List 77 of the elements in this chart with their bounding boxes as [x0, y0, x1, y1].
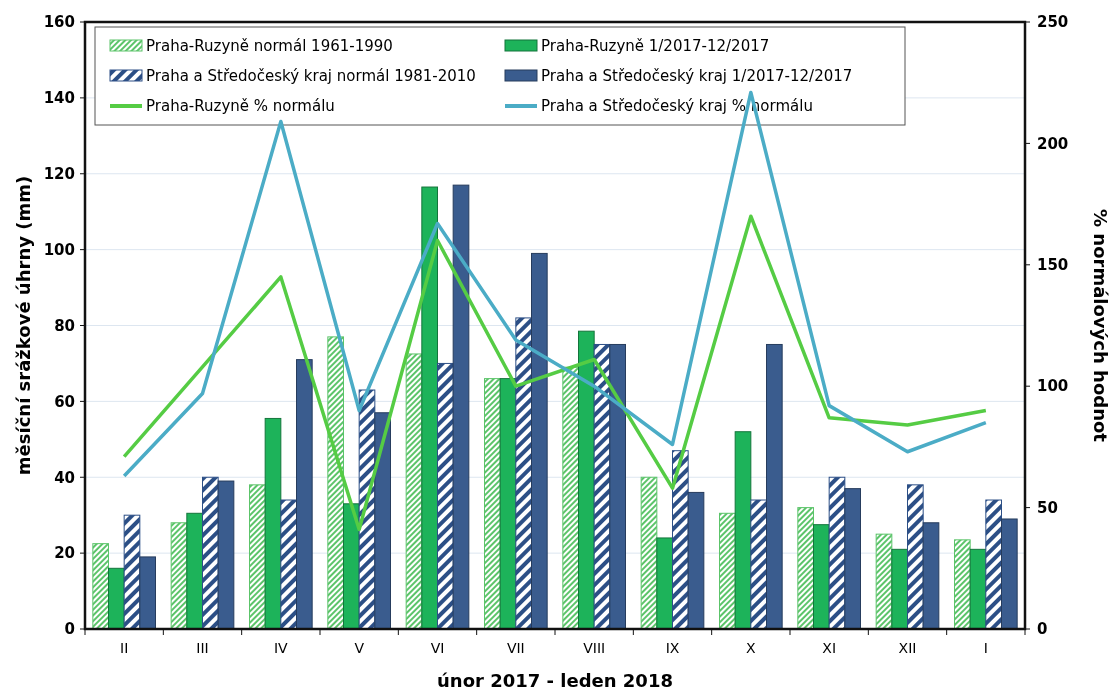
y-tick-label: 60 — [54, 392, 75, 411]
bar — [202, 476, 219, 630]
y-tick-label: 140 — [43, 89, 75, 108]
legend-label: Praha a Středočeský kraj 1/2017-12/2017 — [541, 67, 853, 86]
bar — [327, 336, 344, 630]
y-tick-label: 100 — [43, 240, 75, 259]
legend-label: Praha a Středočeský kraj normál 1981-2010 — [146, 67, 476, 86]
bar — [264, 417, 282, 630]
bar — [374, 412, 391, 630]
y2-tick-label: 50 — [1037, 498, 1058, 517]
x-tick-label: VI — [430, 640, 445, 656]
bar — [421, 186, 438, 630]
bar — [844, 488, 861, 630]
x-tick-label: VIII — [583, 640, 606, 656]
bar — [985, 499, 1002, 630]
line-series — [122, 214, 988, 532]
legend-label: Praha-Ruzyně 1/2017-12/2017 — [541, 37, 770, 56]
bar — [515, 317, 532, 630]
bar — [687, 491, 705, 630]
y-tick-label: 120 — [43, 165, 75, 183]
bar — [891, 548, 908, 630]
bar — [797, 507, 814, 630]
bar — [609, 343, 626, 630]
bar — [531, 252, 548, 630]
bar — [437, 362, 454, 630]
x-tick-label: VII — [506, 640, 525, 656]
bar — [954, 539, 971, 630]
x-tick-label: XII — [898, 640, 917, 656]
bar — [750, 499, 767, 630]
x-tick-label: I — [983, 640, 988, 656]
bar — [922, 522, 940, 630]
x-tick-label: IX — [665, 640, 680, 656]
y-tick-label: 20 — [54, 544, 75, 563]
y2-tick-label: 100 — [1037, 377, 1069, 396]
bar — [562, 366, 579, 630]
bar — [186, 512, 203, 630]
y2-axis-title: % normálových hodnot — [1090, 209, 1111, 443]
x-tick-label: III — [196, 640, 209, 656]
bar — [1001, 518, 1018, 630]
y-axis-title: měsíční srážkové úhrny (mm) — [13, 175, 34, 476]
bar — [656, 537, 673, 630]
bar — [296, 359, 313, 630]
bar — [813, 524, 830, 630]
bar — [484, 378, 501, 630]
bar — [672, 450, 689, 630]
bar — [249, 484, 266, 630]
y2-tick-label: 0 — [1037, 620, 1048, 639]
y-tick-label: 160 — [43, 13, 75, 32]
bar — [217, 480, 235, 630]
x-tick-label: IV — [273, 640, 289, 656]
y2-tick-label: 200 — [1037, 134, 1069, 153]
x-tick-label: II — [120, 640, 129, 656]
bar — [139, 556, 156, 630]
bar — [123, 514, 141, 630]
bar — [108, 567, 125, 630]
x-axis-title: únor 2017 - leden 2018 — [437, 670, 673, 691]
bar — [452, 184, 470, 630]
y2-tick-label: 150 — [1037, 256, 1069, 275]
y-tick-label: 0 — [64, 620, 75, 639]
bar — [734, 431, 752, 630]
legend-label: Praha-Ruzyně normál 1961-1990 — [146, 37, 393, 56]
bar — [907, 484, 924, 630]
y2-tick-label: 250 — [1037, 13, 1069, 32]
line-series — [122, 90, 988, 478]
bar — [343, 503, 360, 630]
bar — [640, 476, 658, 630]
x-tick-label: V — [354, 640, 365, 656]
bar — [578, 330, 595, 630]
y-tick-label: 80 — [54, 316, 75, 335]
bar — [719, 512, 736, 630]
bar — [280, 499, 297, 630]
bar — [766, 343, 783, 630]
bar — [92, 543, 109, 630]
x-tick-label: XI — [822, 640, 837, 656]
x-tick-label: X — [746, 640, 757, 656]
legend-label: Praha-Ruzyně % normálu — [146, 97, 335, 116]
y-tick-label: 40 — [54, 468, 75, 487]
